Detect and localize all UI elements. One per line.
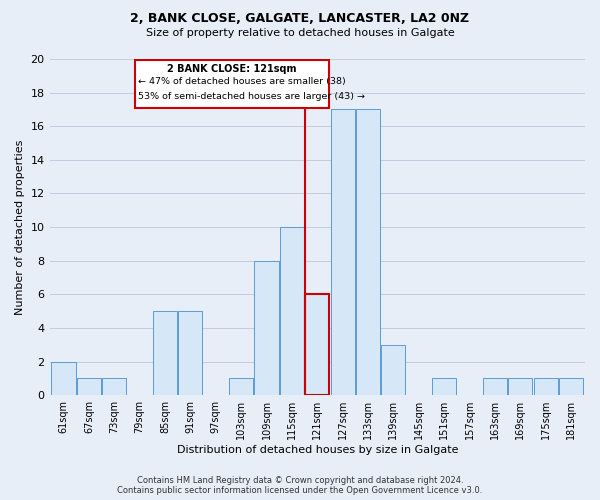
Bar [77,378,101,395]
Text: ← 47% of detached houses are smaller (38): ← 47% of detached houses are smaller (38… [137,78,346,86]
Bar [102,378,127,395]
Bar [483,378,507,395]
Bar [229,378,253,395]
Bar [533,378,558,395]
Text: 2 BANK CLOSE: 121sqm: 2 BANK CLOSE: 121sqm [167,64,296,74]
Text: 2, BANK CLOSE, GALGATE, LANCASTER, LA2 0NZ: 2, BANK CLOSE, GALGATE, LANCASTER, LA2 0… [130,12,470,26]
Bar [254,260,278,395]
Text: Size of property relative to detached houses in Galgate: Size of property relative to detached ho… [146,28,454,38]
Bar [356,110,380,395]
X-axis label: Distribution of detached houses by size in Galgate: Distribution of detached houses by size … [176,445,458,455]
Y-axis label: Number of detached properties: Number of detached properties [15,140,25,315]
Bar [305,294,329,395]
Text: Contains HM Land Registry data © Crown copyright and database right 2024.
Contai: Contains HM Land Registry data © Crown c… [118,476,482,495]
Bar [559,378,583,395]
Bar [331,110,355,395]
Bar [382,345,406,395]
Bar [178,311,202,395]
FancyBboxPatch shape [134,60,329,108]
Bar [280,227,304,395]
Text: 53% of semi-detached houses are larger (43) →: 53% of semi-detached houses are larger (… [137,92,365,101]
Bar [432,378,456,395]
Bar [153,311,177,395]
Bar [508,378,532,395]
Bar [52,362,76,395]
Bar [305,294,329,395]
